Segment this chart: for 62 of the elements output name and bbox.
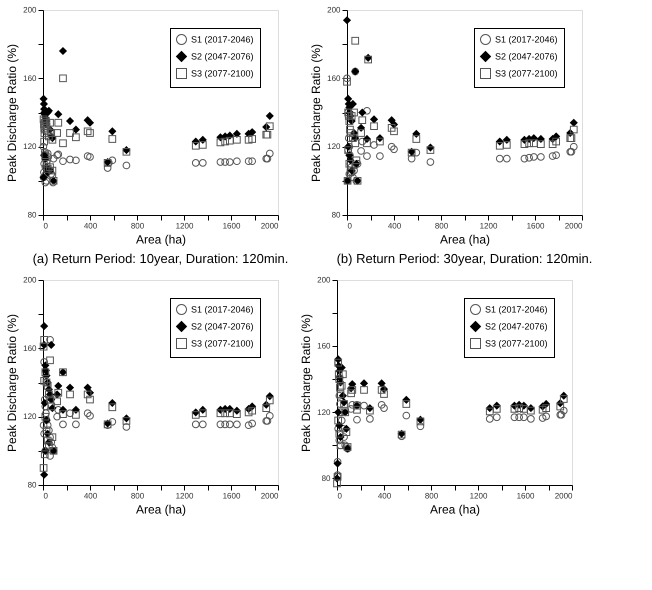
x-tick-label: 1200: [470, 492, 488, 500]
x-tick-label: 400: [84, 492, 98, 500]
legend-label: S2 (2047-2076): [485, 322, 548, 332]
x-tick-label: 0: [44, 492, 48, 500]
y-tick-label: 120: [327, 142, 342, 152]
y-tick-label: 80: [322, 474, 332, 483]
y-tick-label: 200: [317, 276, 332, 284]
x-tick-label: 400: [84, 222, 98, 230]
x-tick-label: 1600: [516, 492, 535, 500]
legend-label: S1 (2017-2046): [191, 304, 254, 314]
legend-label: S1 (2017-2046): [495, 34, 558, 44]
legend-label: S3 (2077-2100): [191, 68, 254, 78]
legend-label: S3 (2077-2100): [495, 68, 558, 78]
x-tick-label: 800: [130, 222, 145, 230]
legend-label: S3 (2077-2100): [485, 338, 548, 348]
legend-label: S2 (2047-2076): [495, 52, 558, 62]
y-tick-label: 80: [28, 480, 38, 490]
y-tick-label: 160: [327, 74, 342, 83]
text: (a) Return Period: 10year, Duration: 120min.: [32, 251, 288, 266]
y-tick-label: 120: [317, 408, 332, 417]
y-tick-label: 120: [23, 412, 38, 422]
x-tick-label: 0: [338, 492, 342, 500]
x-tick-label: 2000: [260, 222, 280, 230]
x-tick-label: 800: [434, 222, 449, 230]
text: (b) Return Period: 30year, Duration: 120min.: [336, 251, 592, 266]
legend-label: S1 (2017-2046): [191, 34, 254, 44]
y-axis-title: Peak Discharge Ratio (%): [299, 314, 314, 452]
y-tick-label: 160: [23, 344, 38, 353]
legend-label: S1 (2017-2046): [485, 304, 548, 314]
y-tick-label: 200: [23, 276, 38, 284]
y-axis-title: Peak Discharge Ratio (%): [5, 314, 20, 452]
x-tick-label: 2000: [554, 492, 574, 500]
x-tick-label: 2000: [564, 222, 584, 230]
x-tick-label: 800: [424, 492, 439, 500]
x-tick-label: 1600: [222, 492, 241, 500]
legend-label: S2 (2047-2076): [191, 322, 254, 332]
x-tick-label: 1600: [222, 222, 241, 230]
x-tick-label: 1600: [526, 222, 545, 230]
y-tick-label: 80: [28, 210, 38, 220]
legend-label: S2 (2047-2076): [191, 52, 254, 62]
y-tick-label: 80: [332, 210, 342, 220]
y-axis-title: Peak Discharge Ratio (%): [5, 44, 20, 182]
x-axis-title: Area (ha): [136, 232, 186, 246]
y-tick-label: 200: [23, 6, 38, 14]
x-axis-title: Area (ha): [430, 502, 480, 516]
x-axis-title: Area (ha): [136, 502, 186, 516]
x-tick-label: 0: [44, 222, 48, 230]
y-tick-label: 120: [23, 142, 38, 152]
x-tick-label: 0: [348, 222, 352, 230]
x-tick-label: 1200: [176, 492, 194, 500]
x-tick-label: 800: [130, 492, 145, 500]
legend-label: S3 (2077-2100): [191, 338, 254, 348]
x-tick-label: 2000: [260, 492, 280, 500]
y-tick-label: 200: [327, 6, 342, 14]
x-tick-label: 400: [388, 222, 402, 230]
y-tick-label: 160: [317, 342, 332, 351]
y-axis-title: Peak Discharge Ratio (%): [309, 44, 324, 182]
x-tick-label: 1200: [480, 222, 498, 230]
x-tick-label: 1200: [176, 222, 194, 230]
x-tick-label: 400: [378, 492, 392, 500]
x-axis-title: Area (ha): [440, 232, 490, 246]
y-tick-label: 160: [23, 74, 38, 83]
